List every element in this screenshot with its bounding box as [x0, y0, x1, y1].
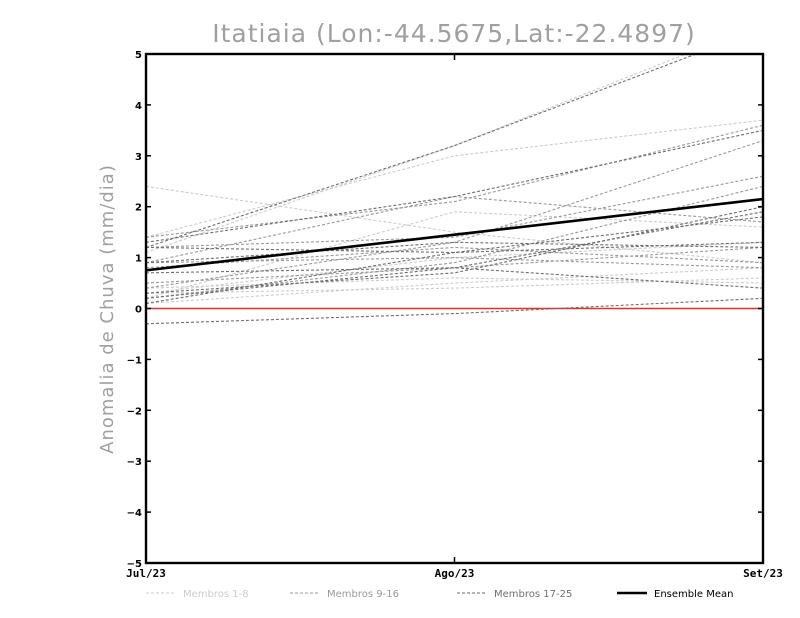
series-line-m13 [146, 246, 763, 284]
legend-label: Membros 17-25 [494, 589, 572, 600]
x-tick-label: Set/23 [743, 567, 783, 580]
series-line-m6 [146, 267, 763, 304]
series-line-m10 [146, 175, 763, 248]
y-tick-label: −2 [127, 406, 142, 417]
y-tick-label: 5 [135, 50, 142, 61]
y-tick-label: −3 [127, 457, 142, 468]
series-line-m14 [146, 140, 763, 289]
y-tick-label: 0 [135, 305, 142, 316]
axis-layer: −5 −4 −3 −2 −1 0 1 2 3 4 5 Jul/23 Ago/23 Set/23 [126, 50, 783, 580]
series-line-m20 [146, 216, 763, 304]
series-line-m25 [146, 206, 763, 294]
legend-label: Membros 1-8 [183, 589, 249, 600]
series-layer [146, 54, 763, 325]
series-line-m23 [146, 211, 763, 299]
series-line-m7 [146, 211, 763, 299]
y-axis-label: Anomalia de Chuva (mm/dia) [97, 164, 118, 454]
series-line-m8 [146, 277, 763, 294]
series-line-m21 [146, 129, 763, 243]
y-tick-label: −1 [127, 355, 142, 366]
series-line-m4 [146, 277, 763, 289]
series-line-m22 [146, 241, 763, 254]
x-tick-label: Jul/23 [126, 567, 166, 580]
series-line-m16 [146, 257, 763, 269]
y-tick-label: 2 [135, 203, 142, 214]
series-line-m19 [146, 267, 763, 289]
series-line-m18 [146, 297, 763, 325]
series-line-m5 [146, 241, 763, 294]
y-tick-label: −4 [127, 508, 142, 519]
ensemble-mean-line [146, 197, 763, 272]
x-tick-label: Ago/23 [435, 567, 475, 580]
series-line-m2 [146, 119, 763, 238]
legend-label: Membros 9-16 [327, 589, 399, 600]
series-line-m1 [146, 185, 763, 264]
legend: Membros 1-8 Membros 9-16 Membros 17-25 Ense… [146, 589, 733, 600]
series-line-m3 [146, 54, 688, 254]
series-line-m12 [146, 246, 763, 269]
series-line-m9 [146, 124, 763, 238]
y-tick-label: 3 [135, 152, 142, 163]
legend-label: Ensemble Mean [654, 589, 733, 600]
y-tick-label: −5 [127, 559, 142, 570]
y-tick-label: 1 [135, 254, 142, 265]
chart-title: Itatiaia (Lon:-44.5675,Lat:-22.4897) [212, 19, 696, 48]
y-tick-label: 4 [135, 101, 142, 112]
